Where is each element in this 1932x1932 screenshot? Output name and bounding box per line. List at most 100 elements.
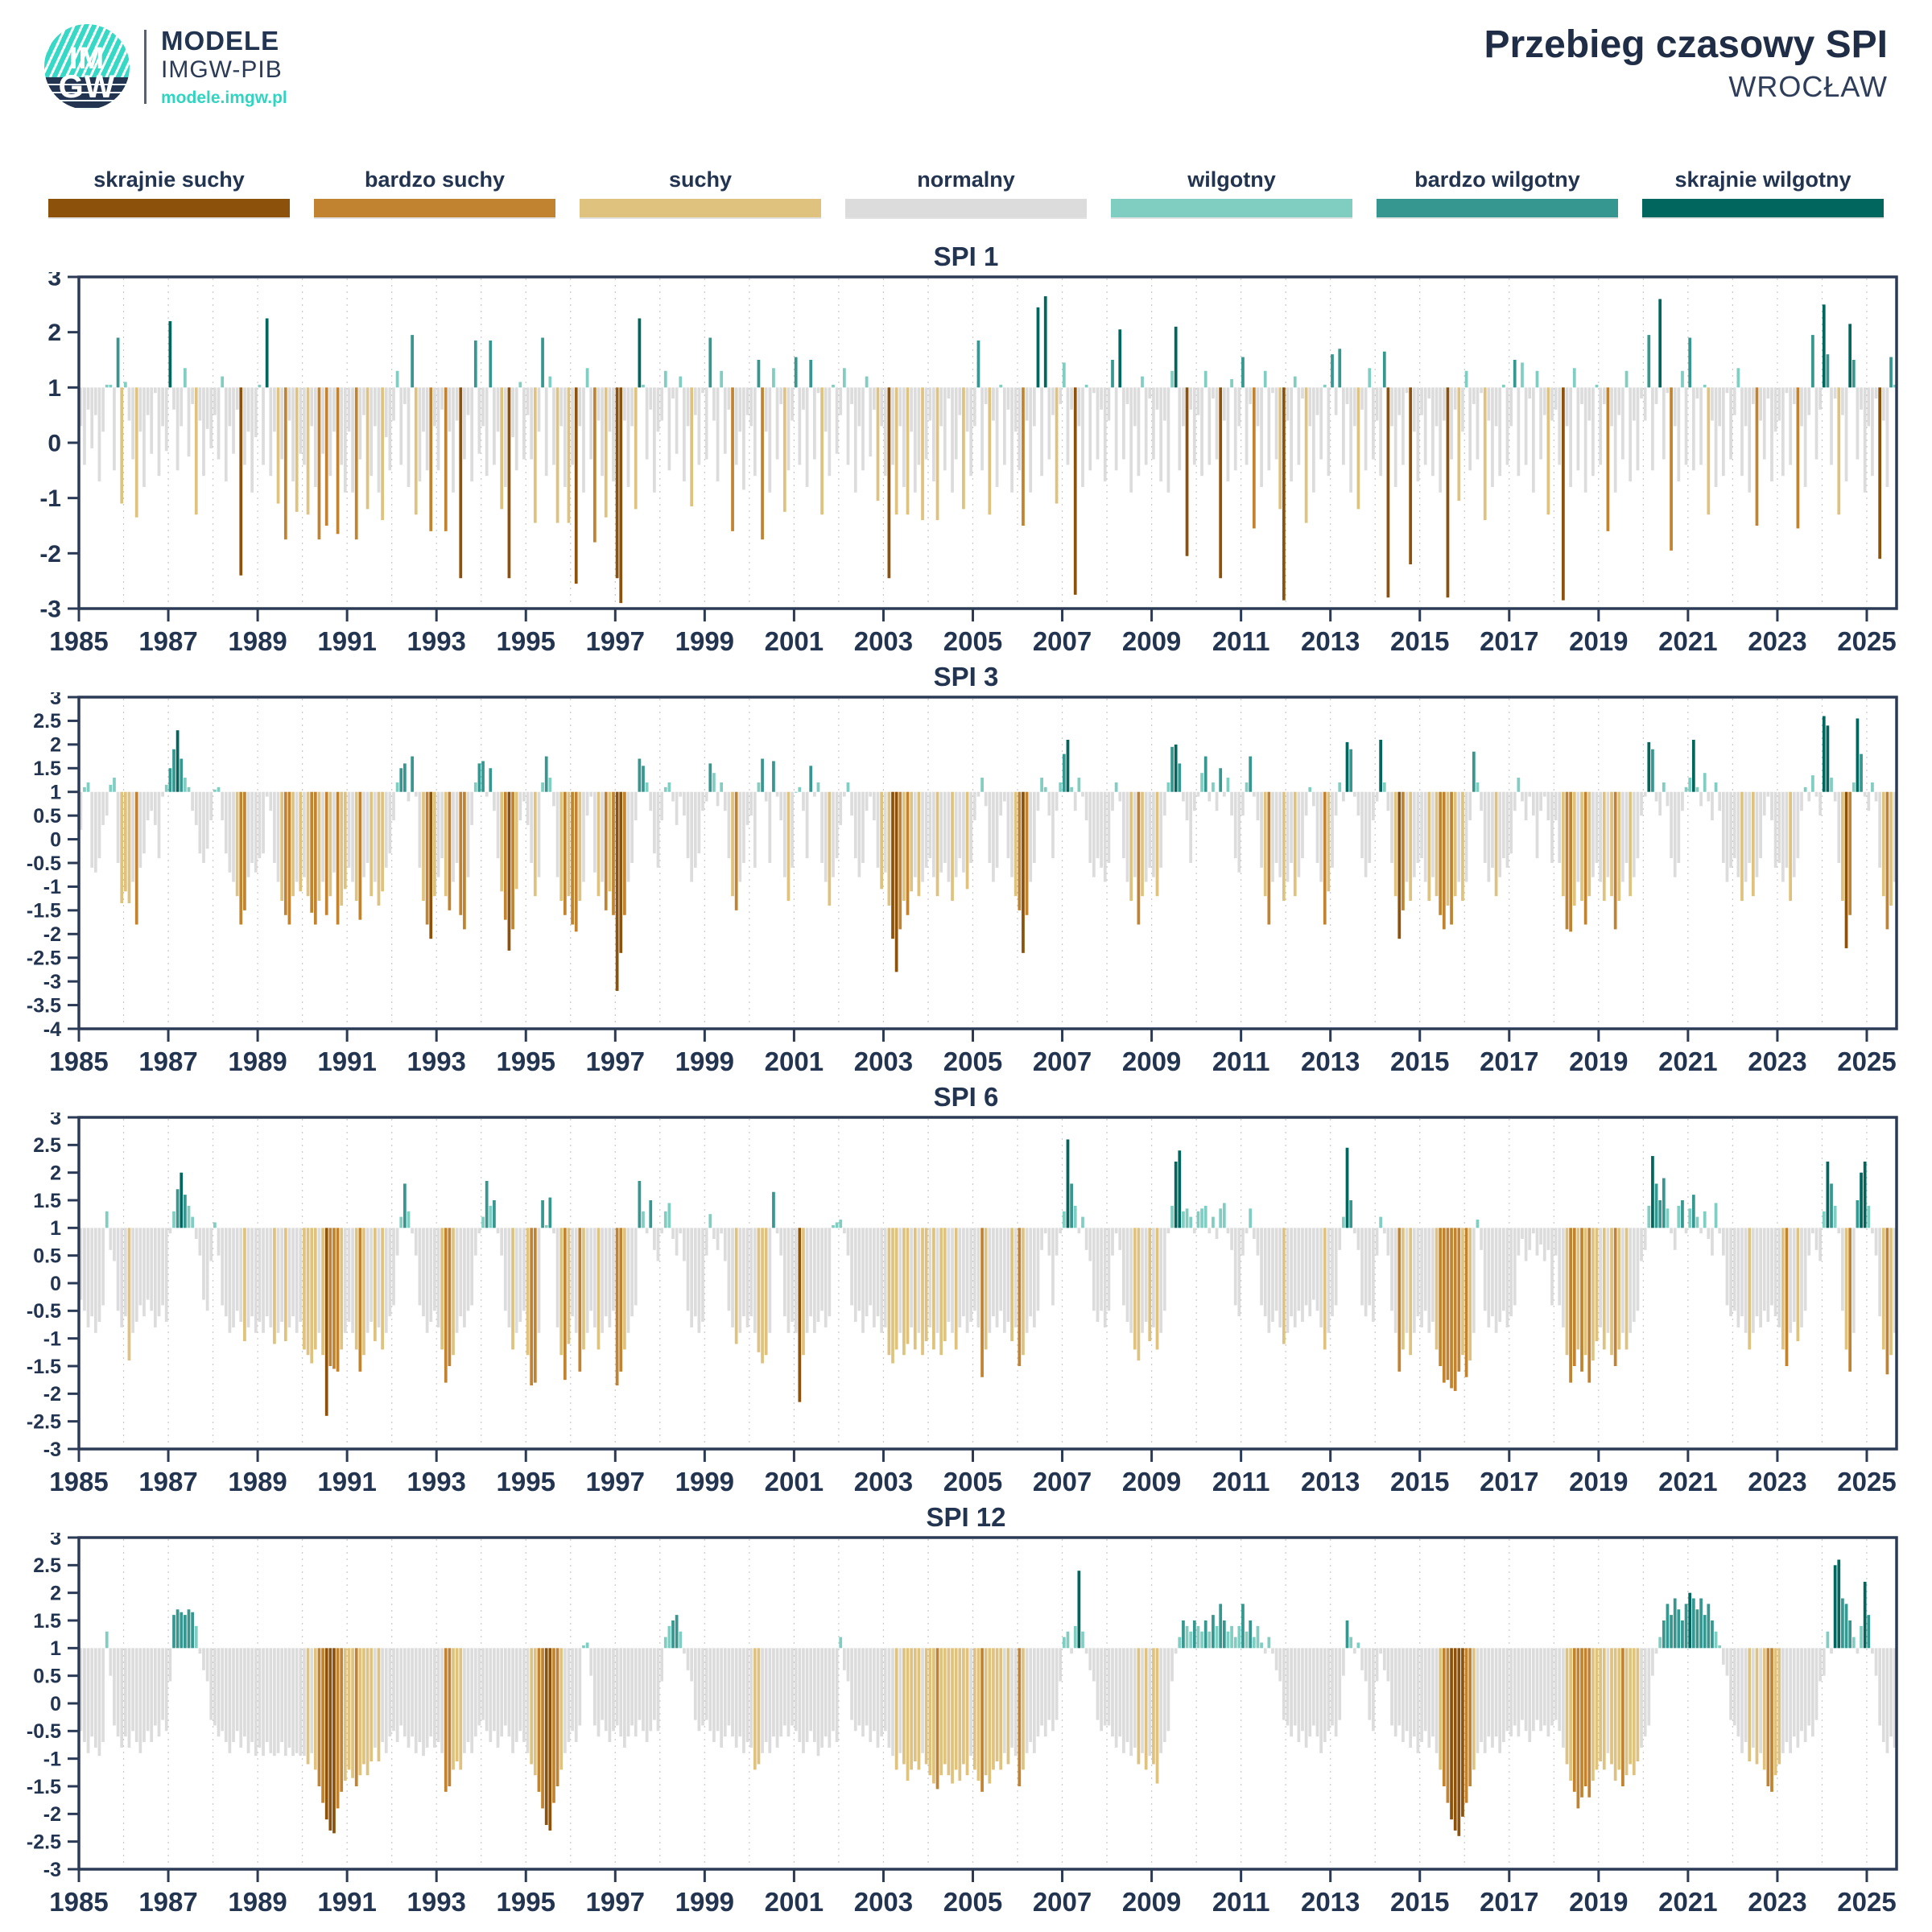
svg-text:1989: 1989 <box>228 1046 287 1076</box>
svg-text:-2: -2 <box>43 1383 61 1406</box>
svg-text:1987: 1987 <box>138 626 197 656</box>
legend-swatch <box>845 199 1087 219</box>
svg-text:1991: 1991 <box>317 1467 376 1496</box>
svg-text:1989: 1989 <box>228 1467 287 1496</box>
bars-layer <box>79 296 1897 604</box>
svg-text:1999: 1999 <box>675 1467 734 1496</box>
svg-text:2001: 2001 <box>765 1467 824 1496</box>
legend-item-suchy: suchy <box>580 167 821 219</box>
svg-text:1991: 1991 <box>317 1887 376 1917</box>
legend-item-bardzo-suchy: bardzo suchy <box>314 167 555 219</box>
header: IM GW MODELE IMGW-PIB modele.imgw.pl Prz… <box>44 14 1888 135</box>
legend-label: bardzo suchy <box>364 167 506 192</box>
gridlines <box>122 279 1868 607</box>
svg-text:2001: 2001 <box>765 1887 824 1917</box>
svg-text:2019: 2019 <box>1569 1467 1628 1496</box>
svg-text:2013: 2013 <box>1301 626 1360 656</box>
bars-layer <box>79 1139 1897 1416</box>
svg-text:-4: -4 <box>43 1018 61 1041</box>
svg-text:-3: -3 <box>39 597 61 623</box>
legend: skrajnie suchy bardzo suchy suchy normalny w… <box>48 167 1884 219</box>
svg-text:-3: -3 <box>43 1439 61 1461</box>
svg-text:2009: 2009 <box>1122 1046 1181 1076</box>
svg-text:2015: 2015 <box>1390 626 1449 656</box>
svg-text:1997: 1997 <box>586 1467 645 1496</box>
bars-layer <box>79 716 1897 991</box>
y-axis: 3 2.5 2 1.5 1 0.5 0 -0.5 -1 -1.5 -2 -2.5 -3 <box>27 1113 79 1461</box>
svg-text:1987: 1987 <box>138 1467 197 1496</box>
svg-text:2003: 2003 <box>854 626 913 656</box>
svg-text:2015: 2015 <box>1390 1887 1449 1917</box>
svg-text:2023: 2023 <box>1748 626 1806 656</box>
svg-text:2005: 2005 <box>943 1467 1002 1496</box>
svg-text:2001: 2001 <box>765 1046 824 1076</box>
chart-panel-spi-6: SPI 6 3 2.5 2 1.5 1 0.5 0 -0.5 -1 -1.5 -2 -2.5 -3 1985… <box>0 1082 1932 1502</box>
x-axis: 1985 1987 1989 1991 1993 1995 1997 1999 2001 2003… <box>49 609 1897 656</box>
svg-text:1: 1 <box>47 375 61 402</box>
svg-text:-3: -3 <box>43 971 61 993</box>
legend-label: skrajnie wilgotny <box>1674 167 1852 192</box>
svg-text:1995: 1995 <box>497 1467 555 1496</box>
svg-text:-3.5: -3.5 <box>27 994 61 1017</box>
legend-swatch <box>48 199 290 219</box>
legend-item-skrajnie-wilgotny: skrajnie wilgotny <box>1642 167 1884 219</box>
svg-text:1985: 1985 <box>49 626 108 656</box>
svg-text:1993: 1993 <box>407 1046 465 1076</box>
svg-text:1: 1 <box>50 1217 61 1240</box>
svg-text:-1: -1 <box>39 485 61 512</box>
charts: SPI 1 3 2 1 0 -1 -2 -3 1985 1987 1989 1991 1993 1995 1… <box>0 242 1932 1922</box>
y-axis: 32.521.510.50-0.5-1-1.5-2-2.5-3-3.5-4 <box>27 692 79 1041</box>
svg-text:-1.5: -1.5 <box>27 1356 61 1378</box>
chart-title-spi-3: SPI 3 <box>933 662 999 691</box>
svg-text:2013: 2013 <box>1301 1887 1360 1917</box>
legend-label: wilgotny <box>1187 167 1276 192</box>
chart-panel-spi-1: SPI 1 3 2 1 0 -1 -2 -3 1985 1987 1989 1991 1993 1995 1… <box>0 242 1932 662</box>
legend-swatch <box>1377 199 1618 219</box>
svg-text:1.5: 1.5 <box>33 758 61 780</box>
svg-text:-1: -1 <box>43 876 61 898</box>
svg-text:2013: 2013 <box>1301 1467 1360 1496</box>
svg-text:-3: -3 <box>43 1859 61 1881</box>
x-axis: 1985 1987 1989 1991 1993 1995 1997 1999 2001 2003… <box>49 1029 1897 1076</box>
svg-text:-2: -2 <box>39 541 61 568</box>
svg-text:1993: 1993 <box>407 626 465 656</box>
svg-text:2009: 2009 <box>1122 626 1181 656</box>
svg-text:1997: 1997 <box>586 626 645 656</box>
svg-text:2007: 2007 <box>1033 1046 1092 1076</box>
svg-text:0.5: 0.5 <box>33 1245 61 1267</box>
svg-text:3: 3 <box>50 692 61 709</box>
svg-text:2009: 2009 <box>1122 1467 1181 1496</box>
svg-text:1985: 1985 <box>49 1046 108 1076</box>
svg-text:1991: 1991 <box>317 1046 376 1076</box>
brand-text: MODELE IMGW-PIB modele.imgw.pl <box>161 26 287 107</box>
svg-text:2023: 2023 <box>1748 1046 1806 1076</box>
chart-plot-spi-3: 32.521.510.50-0.5-1-1.5-2-2.5-3-3.5-4198… <box>27 692 1898 1076</box>
svg-text:1999: 1999 <box>675 1046 734 1076</box>
svg-text:0: 0 <box>50 828 61 851</box>
logo-top-half <box>44 24 130 77</box>
svg-text:2023: 2023 <box>1748 1467 1806 1496</box>
svg-text:1991: 1991 <box>317 626 376 656</box>
svg-text:2023: 2023 <box>1748 1887 1806 1917</box>
svg-text:0.5: 0.5 <box>33 805 61 828</box>
svg-text:2005: 2005 <box>943 1887 1002 1917</box>
page-subtitle: WROCŁAW <box>1728 70 1888 104</box>
y-axis: 3 2.5 2 1.5 1 0.5 0 -0.5 -1 -1.5 -2 -2.5 -3 <box>27 1533 79 1881</box>
svg-text:1.5: 1.5 <box>33 1190 61 1212</box>
svg-text:2017: 2017 <box>1480 1046 1538 1076</box>
svg-text:3: 3 <box>50 1113 61 1129</box>
logo-text-gw: GW <box>58 69 116 105</box>
svg-text:2.5: 2.5 <box>33 1134 61 1157</box>
svg-text:1999: 1999 <box>675 626 734 656</box>
svg-text:2025: 2025 <box>1837 1046 1896 1076</box>
svg-text:1993: 1993 <box>407 1887 465 1917</box>
legend-item-bardzo-wilgotny: bardzo wilgotny <box>1377 167 1618 219</box>
page-title: Przebieg czasowy SPI <box>1484 23 1888 66</box>
svg-text:1995: 1995 <box>497 1887 555 1917</box>
brand-url: modele.imgw.pl <box>161 88 287 107</box>
svg-text:2005: 2005 <box>943 626 1002 656</box>
svg-text:-2.5: -2.5 <box>27 947 61 969</box>
chart-title-spi-12: SPI 12 <box>926 1502 1006 1532</box>
svg-text:2007: 2007 <box>1033 1887 1092 1917</box>
